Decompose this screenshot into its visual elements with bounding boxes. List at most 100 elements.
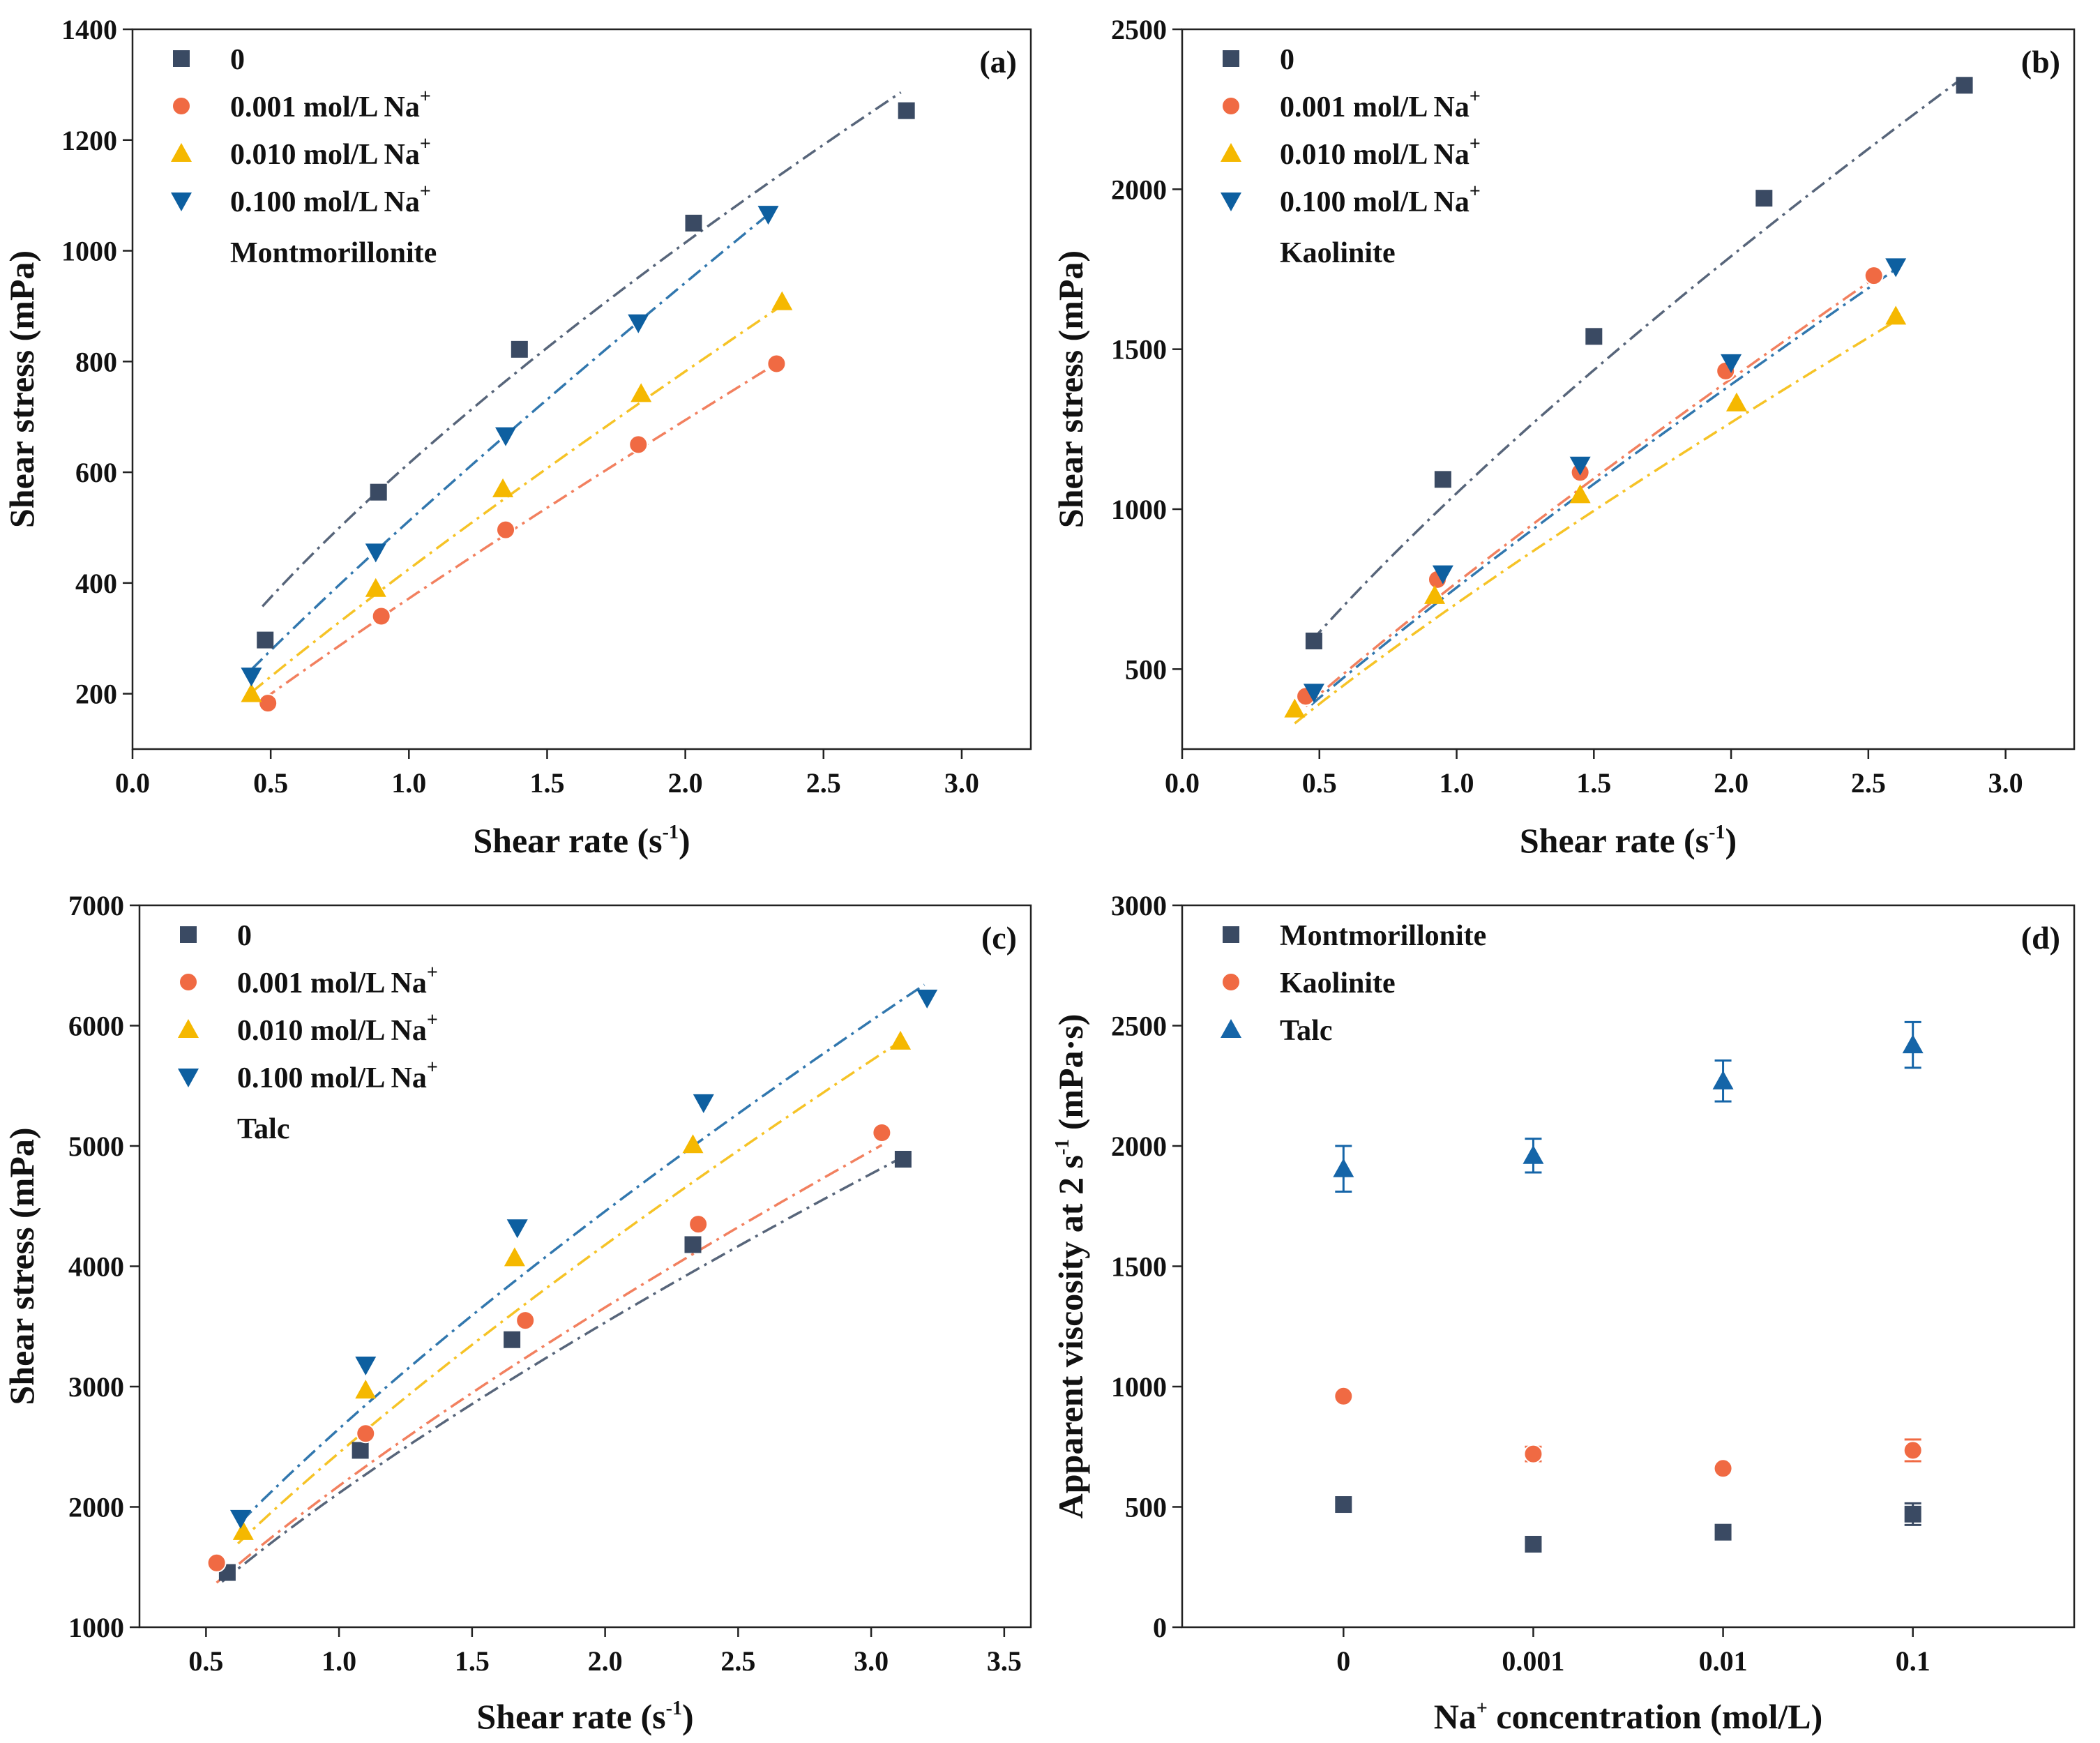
legend-label-superscript: + xyxy=(427,1057,438,1078)
legend-label-superscript: + xyxy=(1470,86,1481,107)
panel-tag: (b) xyxy=(2021,44,2060,80)
x-tick-label: 1.0 xyxy=(391,767,426,799)
panel-tag: (c) xyxy=(981,920,1017,956)
legend-marker xyxy=(179,972,198,992)
plot-frame xyxy=(131,28,1032,750)
data-point xyxy=(511,340,528,358)
plot-frame xyxy=(138,904,1032,1629)
legend-marker xyxy=(180,926,197,943)
x-axis-label-text: Shear rate (s xyxy=(476,1697,665,1736)
legend-marker xyxy=(172,96,191,116)
legend-label-superscript: + xyxy=(420,181,431,202)
x-tick-label: 3.5 xyxy=(987,1645,1022,1677)
data-point xyxy=(232,1521,254,1540)
y-axis-label-superscript: -1 xyxy=(1052,1139,1073,1155)
x-axis-label-text: Shear rate (s xyxy=(1520,821,1709,860)
y-tick-label: 2000 xyxy=(1111,1131,1167,1162)
legend-label: 0.001 mol/L Na+ xyxy=(237,962,438,999)
data-point xyxy=(1432,565,1453,584)
data-point xyxy=(872,1123,892,1143)
data-point xyxy=(1902,1034,1924,1054)
legend-label-text: 0.100 mol/L Na xyxy=(237,1062,427,1094)
x-tick-label: 1.5 xyxy=(529,767,564,799)
data-point xyxy=(630,383,652,402)
data-point xyxy=(492,478,514,497)
x-axis-label: Shear rate (s-1) xyxy=(1520,821,1737,860)
x-axis-label-tail: concentration (mol/L) xyxy=(1488,1697,1822,1736)
x-tick-label: 0.0 xyxy=(115,767,150,799)
panel-title: Talc xyxy=(237,1113,289,1145)
data-point xyxy=(1569,456,1591,476)
data-point xyxy=(890,1030,912,1050)
data-point xyxy=(766,354,787,374)
x-axis-label-superscript: + xyxy=(1476,1698,1488,1719)
data-point xyxy=(916,989,938,1009)
data-point xyxy=(365,543,386,563)
data-point xyxy=(628,314,649,333)
x-tick-label: 0.0 xyxy=(1165,767,1200,799)
x-axis-label-tail: ) xyxy=(679,821,690,860)
y-tick-label: 2000 xyxy=(68,1492,124,1523)
y-tick-label: 3000 xyxy=(68,1371,124,1403)
legend-label: 0.010 mol/L Na+ xyxy=(1280,133,1481,171)
legend-label-text: Kaolinite xyxy=(1280,967,1396,999)
data-point xyxy=(1569,484,1591,504)
data-point xyxy=(1284,698,1306,718)
y-axis-label: Apparent viscosity at 2 s-1 (mPa·s) xyxy=(1051,1014,1090,1519)
fit-curve xyxy=(1304,276,1878,707)
data-point xyxy=(682,1134,704,1154)
data-point xyxy=(628,435,649,455)
legend-label-text: 0 xyxy=(237,920,252,952)
data-point xyxy=(257,631,274,649)
legend-marker xyxy=(1223,926,1239,943)
data-point xyxy=(898,102,915,119)
legend-label: Talc xyxy=(1280,1015,1332,1047)
x-tick-label: 2.5 xyxy=(806,767,841,799)
legend-label-superscript: + xyxy=(1470,133,1481,155)
y-tick-label: 400 xyxy=(75,568,117,599)
y-axis-label-text: Apparent viscosity at 2 s xyxy=(1051,1155,1090,1518)
legend-label-superscript: + xyxy=(1470,181,1481,202)
y-tick-label: 5000 xyxy=(68,1131,124,1162)
data-point xyxy=(1956,77,1973,94)
y-tick-label: 6000 xyxy=(68,1011,124,1042)
fit-curve xyxy=(216,1144,883,1584)
fit-curve xyxy=(262,91,902,608)
y-axis-label: Shear stress (mPa) xyxy=(1051,250,1090,528)
data-point xyxy=(206,1553,227,1573)
legend-marker xyxy=(1223,50,1239,67)
y-tick-label: 1200 xyxy=(61,125,117,156)
y-tick-label: 1400 xyxy=(61,14,117,45)
legend-marker xyxy=(1221,1019,1241,1038)
data-point xyxy=(241,683,262,702)
y-axis-label-tail: (mPa·s) xyxy=(1051,1014,1090,1139)
legend-marker xyxy=(1221,972,1241,992)
x-axis-label-tail: ) xyxy=(682,1697,694,1736)
panel-c: 0.5 1.0 1.5 2.0 2.5 3.0 3.5 1000 2000 3000 4000 500… xyxy=(2,890,1032,1736)
data-point xyxy=(229,1509,251,1529)
data-point xyxy=(1755,190,1773,207)
y-axis-label: Shear stress (mPa) xyxy=(2,1127,41,1405)
data-point xyxy=(352,1442,369,1459)
fit-curve xyxy=(236,1042,899,1545)
legend-marker xyxy=(178,1069,199,1087)
y-tick-label: 600 xyxy=(75,457,117,488)
data-point xyxy=(355,1380,377,1399)
legend-label: 0 xyxy=(237,920,252,952)
data-point xyxy=(506,1219,528,1239)
x-axis-label: Shear rate (s-1) xyxy=(476,1697,693,1736)
legend-label: 0.010 mol/L Na+ xyxy=(237,1009,438,1047)
data-point xyxy=(1523,1145,1544,1164)
data-point xyxy=(685,214,702,232)
data-point xyxy=(1725,392,1747,412)
data-point xyxy=(365,578,386,597)
y-tick-label: 800 xyxy=(75,346,117,377)
panel-title: Montmorillonite xyxy=(230,237,437,269)
data-point xyxy=(496,520,516,540)
legend-label: 0.100 mol/L Na+ xyxy=(237,1057,438,1094)
x-tick-label: 2.5 xyxy=(720,1645,755,1677)
y-tick-label: 1000 xyxy=(61,236,117,267)
x-tick-label: 2.0 xyxy=(1714,767,1748,799)
y-tick-label: 0 xyxy=(1153,1612,1167,1643)
